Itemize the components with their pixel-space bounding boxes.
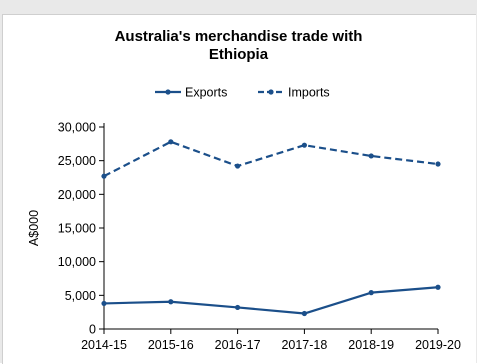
- legend-label-imports: Imports: [288, 86, 330, 100]
- series-layer: [101, 139, 441, 317]
- y-tick-label: 0: [89, 323, 96, 337]
- data-point-imports: [235, 163, 241, 169]
- x-tick-label: 2017-18: [281, 338, 327, 352]
- legend-label-exports: Exports: [185, 86, 227, 100]
- y-tick-label: 10,000: [58, 255, 96, 269]
- y-tick-label: 15,000: [58, 222, 96, 236]
- legend-marker-exports: [165, 89, 171, 95]
- data-point-imports: [435, 161, 441, 167]
- series-line-imports: [103, 140, 439, 178]
- data-point-imports: [168, 139, 174, 145]
- data-point-imports: [368, 153, 374, 159]
- data-point-exports: [101, 300, 107, 307]
- x-tick-label: 2015-16: [148, 338, 194, 352]
- y-tick-label: 20,000: [58, 188, 96, 202]
- y-axis-title: A$000: [27, 210, 41, 246]
- y-tick-label: 5,000: [65, 289, 96, 303]
- data-point-exports: [301, 310, 307, 317]
- x-tick-label: 2014-15: [81, 338, 127, 352]
- y-tick-label: 30,000: [58, 121, 96, 135]
- x-tick-label: 2018-19: [348, 338, 394, 352]
- chart-title-line-1: Australia's merchandise trade with: [114, 28, 363, 45]
- axes: 0 5,000 10,000 15,000 20,000 25,000 30,000 2014…: [27, 121, 461, 353]
- data-point-exports: [368, 290, 374, 296]
- x-tick-label: 2019-20: [415, 338, 461, 352]
- data-point-exports: [435, 284, 441, 290]
- data-point-exports: [168, 299, 174, 305]
- legend: Exports Imports: [155, 86, 330, 100]
- y-tick-label: 25,000: [58, 154, 96, 168]
- chart-title: Australia's merchandise trade with Ethio…: [0, 28, 477, 64]
- x-tick-label: 2016-17: [215, 338, 261, 352]
- chart-title-line-2: Ethiopia: [208, 46, 269, 63]
- series-line-exports: [103, 286, 439, 315]
- data-point-imports: [101, 173, 107, 179]
- data-point-imports: [301, 142, 307, 148]
- data-point-exports: [235, 304, 241, 311]
- legend-marker-imports: [268, 89, 274, 95]
